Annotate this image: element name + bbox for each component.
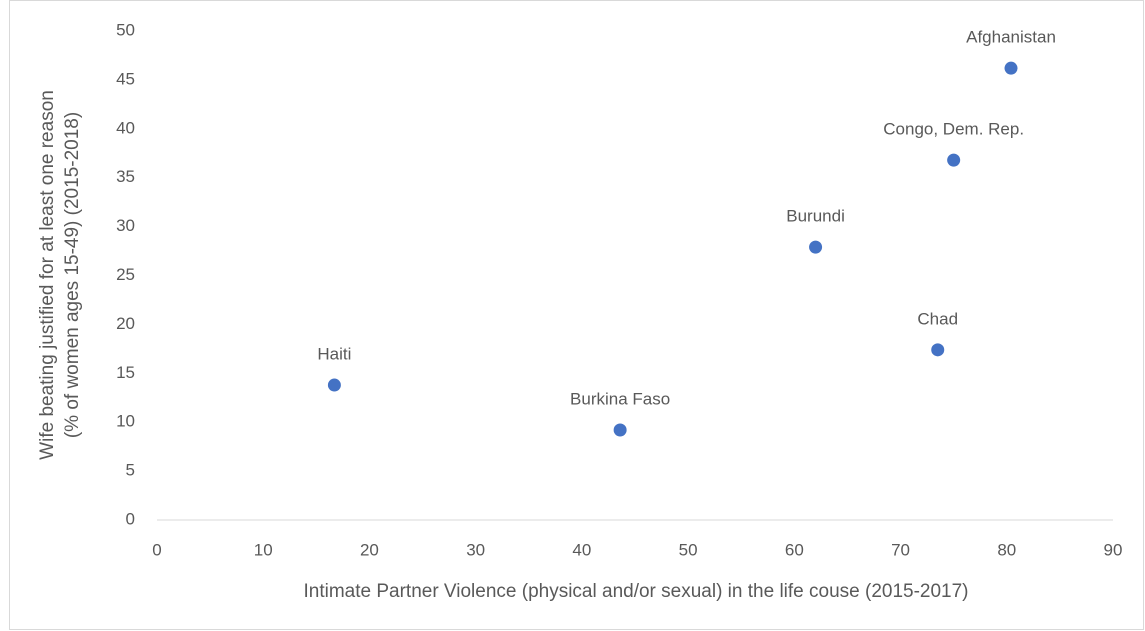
point-label: Burkina Faso — [570, 390, 670, 409]
point — [327, 378, 341, 392]
y-tick-label: 35 — [116, 167, 135, 186]
x-tick-label: 70 — [891, 540, 910, 559]
y-axis-label: Wife beating justified for at least one … — [37, 90, 58, 460]
x-tick-label: 80 — [997, 540, 1016, 559]
y-tick-label: 10 — [116, 412, 135, 431]
point-label: Congo, Dem. Rep. — [883, 120, 1024, 139]
y-tick-label: 30 — [116, 216, 135, 235]
point — [947, 153, 961, 167]
x-tick-label: 10 — [254, 540, 273, 559]
point-label: Haiti — [317, 345, 351, 364]
point-label: Afghanistan — [966, 28, 1056, 47]
y-axis-label: (% of women ages 15-49) (2015-2018) — [62, 112, 83, 438]
y-tick-label: 45 — [116, 69, 135, 88]
x-tick-label: 50 — [679, 540, 698, 559]
point — [1004, 61, 1018, 75]
y-tick-label: 25 — [116, 265, 135, 284]
y-tick-label: 20 — [116, 314, 135, 333]
y-tick-label: 50 — [116, 20, 135, 39]
point — [613, 423, 627, 437]
x-tick-label: 30 — [466, 540, 485, 559]
chart-frame — [9, 0, 1144, 630]
point-label: Burundi — [786, 207, 845, 226]
y-tick-label: 0 — [126, 509, 135, 528]
x-tick-label: 90 — [1104, 540, 1123, 559]
x-axis-label: Intimate Partner Violence (physical and/… — [303, 581, 968, 602]
point — [809, 240, 823, 254]
x-tick-label: 0 — [152, 540, 161, 559]
x-tick-label: 20 — [360, 540, 379, 559]
y-tick-label: 40 — [116, 118, 135, 137]
x-tick-label: 40 — [572, 540, 591, 559]
x-tick-label: 60 — [785, 540, 804, 559]
point — [931, 343, 945, 357]
y-tick-label: 15 — [116, 363, 135, 382]
point-label: Chad — [917, 309, 958, 328]
y-tick-label: 5 — [126, 461, 135, 480]
